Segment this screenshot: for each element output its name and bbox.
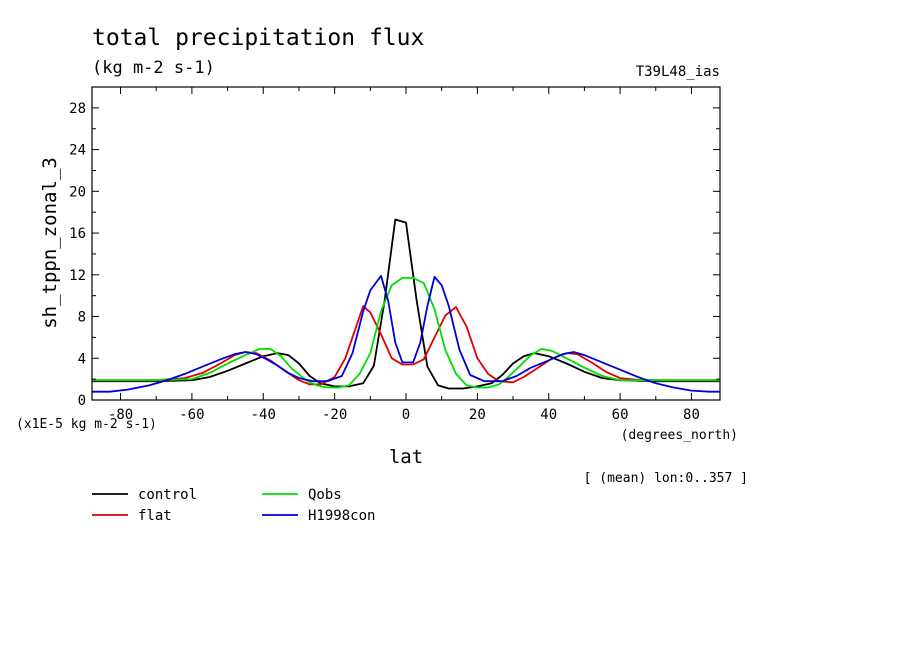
scale-note: (x1E-5 kg m-2 s-1) bbox=[16, 417, 157, 432]
x-tick-label: 60 bbox=[612, 407, 629, 423]
chart-units: (kg m-2 s-1) bbox=[92, 58, 215, 78]
y-tick-label: 4 bbox=[78, 351, 86, 367]
series-line-H1998con bbox=[92, 274, 720, 393]
x-tick-label: -60 bbox=[179, 407, 204, 423]
plot-area: -80 -60 -40 -20 0 20 40 60 80 0 4 8 12 16 20 24 28 bbox=[69, 86, 721, 423]
plot-frame bbox=[91, 86, 721, 401]
y-tick-label: 12 bbox=[69, 268, 86, 284]
x-tick-label: 20 bbox=[469, 407, 486, 423]
x-axis-units: (degrees_north) bbox=[621, 428, 738, 443]
y-axis-label: sh_tppn_zonal_3 bbox=[39, 157, 61, 329]
y-tick-label: 0 bbox=[78, 393, 86, 409]
x-tick-label: 80 bbox=[683, 407, 700, 423]
x-tick-label: 40 bbox=[540, 407, 557, 423]
y-tick-label: 20 bbox=[69, 184, 86, 200]
legend-label-flat: flat bbox=[138, 508, 172, 524]
legend-label-Qobs: Qobs bbox=[308, 487, 342, 503]
legend-label-H1998con: H1998con bbox=[308, 508, 375, 524]
x-tick-label: -40 bbox=[251, 407, 276, 423]
x-tick-label: -80 bbox=[108, 407, 133, 423]
series-line-Qobs bbox=[92, 277, 720, 389]
x-tick-label: -20 bbox=[322, 407, 347, 423]
legend-label-control: control bbox=[138, 487, 197, 503]
y-tick-label: 28 bbox=[69, 101, 86, 117]
y-tick-label: 8 bbox=[78, 310, 86, 326]
series-layer bbox=[92, 218, 720, 393]
chart-title: total precipitation flux bbox=[92, 25, 424, 51]
ticks-layer: -80 -60 -40 -20 0 20 40 60 80 0 4 8 12 16 20 24 28 bbox=[69, 87, 720, 423]
y-tick-label: 24 bbox=[69, 143, 86, 159]
x-axis-label: lat bbox=[389, 446, 423, 468]
y-tick-label: 16 bbox=[69, 226, 86, 242]
series-line-control bbox=[92, 218, 720, 390]
x-tick-label: 0 bbox=[402, 407, 410, 423]
run-label: T39L48_ias bbox=[636, 64, 720, 80]
average-note: [ (mean) lon:0..357 ] bbox=[584, 471, 748, 486]
legend: control flat Qobs H1998con bbox=[92, 487, 375, 524]
